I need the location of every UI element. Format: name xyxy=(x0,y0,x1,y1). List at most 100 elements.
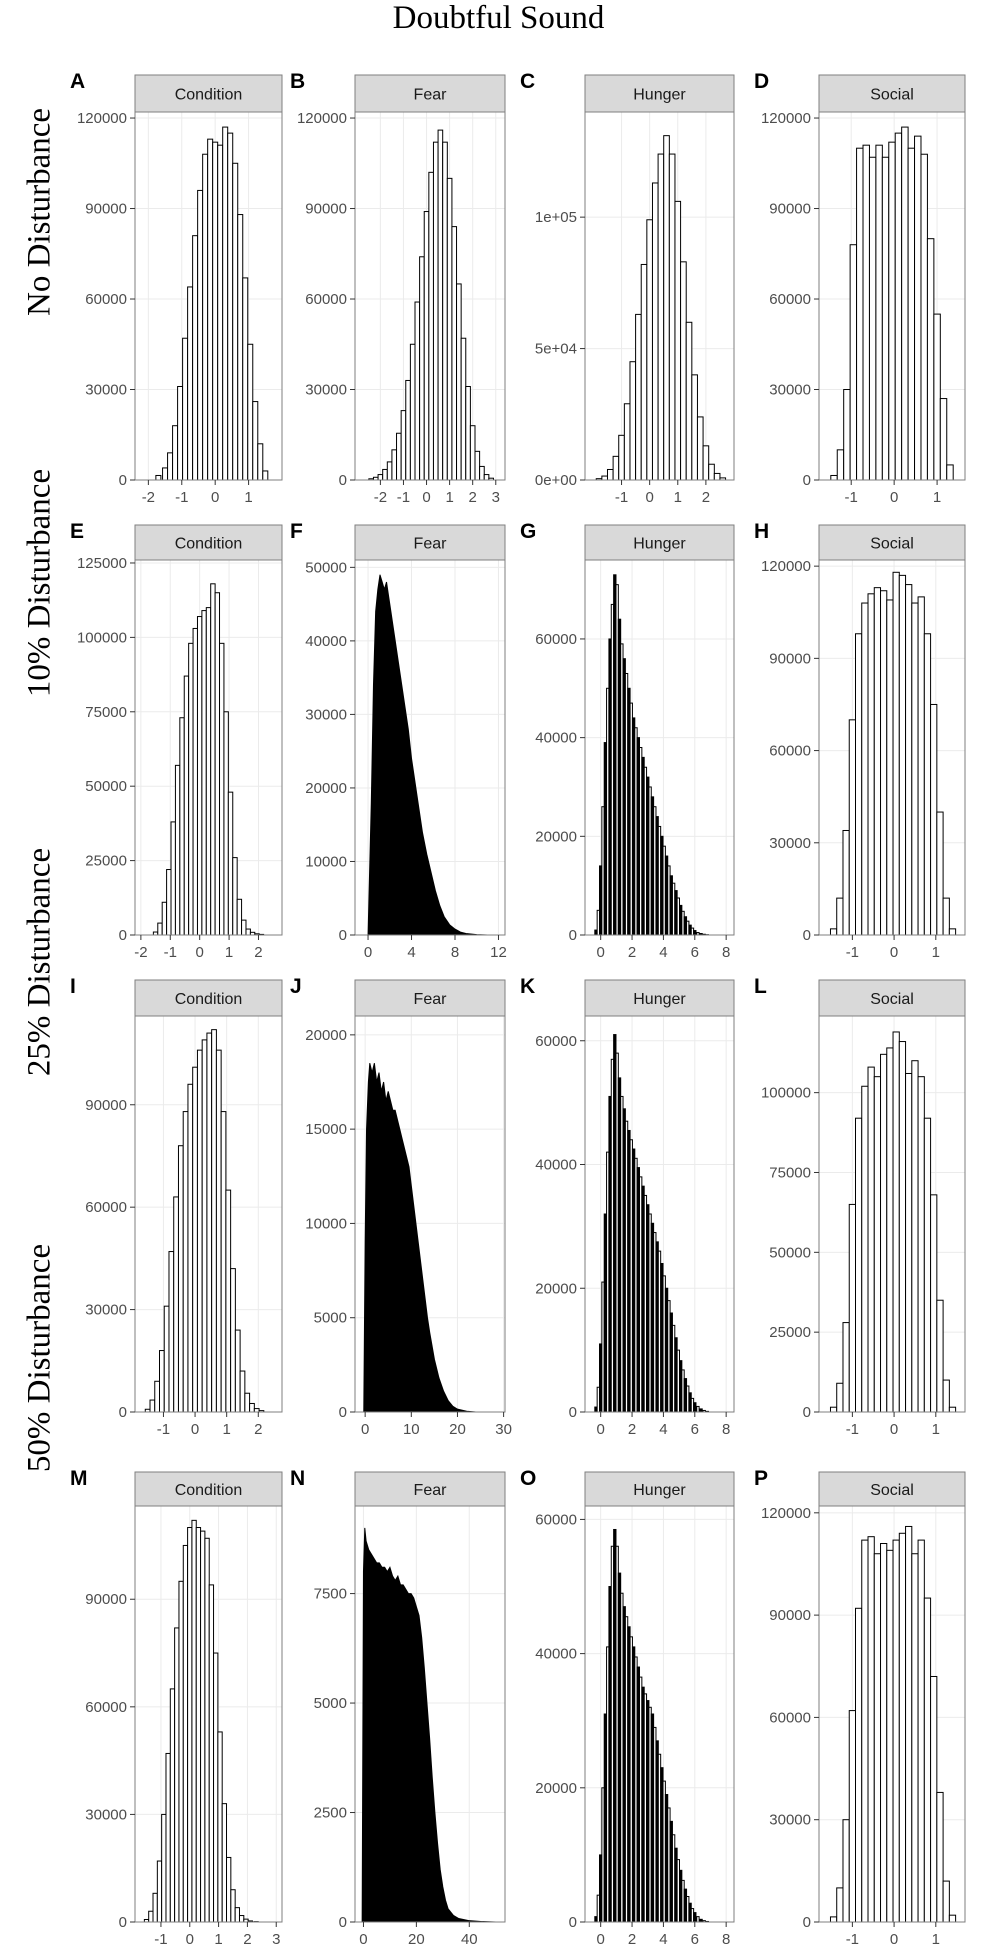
panel-border xyxy=(134,1015,283,1413)
facet-strip-label: Social xyxy=(870,87,914,104)
histogram-bar xyxy=(708,463,715,481)
histogram-bar xyxy=(862,144,870,481)
x-tick-label: 2 xyxy=(628,944,636,961)
histogram-bar xyxy=(155,474,162,481)
histogram-bar xyxy=(702,445,710,481)
histogram-bar xyxy=(946,464,954,481)
histogram-bar xyxy=(382,468,388,481)
y-tick-label: 50000 xyxy=(305,559,347,576)
panel-border xyxy=(584,111,735,481)
histogram-bar xyxy=(861,1085,869,1413)
histogram-bar xyxy=(226,1856,232,1923)
histogram-bar xyxy=(225,1189,232,1413)
histogram-bar xyxy=(911,1553,919,1923)
x-tick-label: 1 xyxy=(223,1421,231,1438)
histogram-bar xyxy=(208,1584,215,1923)
panel-letter: N xyxy=(290,1467,305,1490)
facet-strip-label: Condition xyxy=(175,87,243,104)
y-tick-label: 0 xyxy=(803,927,811,944)
histogram-bar xyxy=(651,182,659,481)
histogram-bar xyxy=(172,425,179,481)
histogram-bar xyxy=(474,450,481,481)
y-tick-label: 120000 xyxy=(77,110,127,127)
histogram-bar xyxy=(182,1544,189,1923)
histogram-bar xyxy=(253,1408,260,1413)
facet-strip xyxy=(818,1471,966,1507)
histogram-bar xyxy=(154,1380,161,1413)
histogram-bar xyxy=(177,1145,184,1413)
panel-a: A Condition 0 30000 60000 90000 120000 -2 -1 0 1 xyxy=(70,70,283,506)
histogram-bar xyxy=(873,1553,882,1923)
x-tick-label: 4 xyxy=(407,944,415,961)
histogram-bar xyxy=(202,153,209,481)
histogram-bar xyxy=(917,1539,925,1923)
panel-f: F Fear 0 10000 20000 30000 40000 50000 0 4 8 12 xyxy=(290,520,507,961)
histogram-bar xyxy=(165,1752,171,1923)
histogram-bar xyxy=(192,1066,198,1413)
histogram-bar xyxy=(663,135,670,481)
y-tick-label: 0 xyxy=(569,1914,577,1931)
histogram-bar xyxy=(210,583,216,936)
histogram-bar xyxy=(930,1194,938,1413)
panel-letter: P xyxy=(754,1467,768,1490)
histogram-bar xyxy=(179,717,185,936)
histogram-bar xyxy=(230,1889,236,1923)
histogram-bar xyxy=(227,791,234,936)
histogram-bar xyxy=(168,1251,175,1413)
y-tick-label: 50000 xyxy=(85,778,127,795)
histogram-bar xyxy=(867,1536,875,1923)
histogram-bar xyxy=(646,219,653,481)
histogram-bar xyxy=(206,1032,213,1413)
histogram-bar xyxy=(680,261,687,481)
histogram-bar xyxy=(911,602,919,936)
panel-o: O Hunger 0 20000 40000 60000 0 2 4 6 8 xyxy=(520,1467,735,1948)
histogram-bar xyxy=(200,1530,206,1923)
panel-d: D Social 0 30000 60000 90000 120000 -1 0 1 xyxy=(754,70,966,506)
histogram-bar xyxy=(848,1203,857,1413)
facet-strip xyxy=(818,74,966,113)
panel-m: M Condition 0 30000 60000 90000 -1 0 1 2 3 xyxy=(70,1467,283,1948)
y-tick-label: 40000 xyxy=(535,730,577,747)
x-tick-label: 2 xyxy=(628,1931,636,1948)
panel-border xyxy=(818,111,966,481)
y-tick-label: 90000 xyxy=(85,1591,127,1608)
histogram-bar xyxy=(836,897,844,936)
histogram-bar xyxy=(234,1907,240,1923)
histogram-bar xyxy=(842,1322,850,1413)
histogram-bar xyxy=(685,321,693,481)
y-tick-label: 5000 xyxy=(314,1310,347,1327)
x-tick-label: 8 xyxy=(722,1931,730,1948)
histogram-bar xyxy=(236,898,243,936)
histogram-bar xyxy=(182,337,189,481)
panel-border xyxy=(354,111,506,481)
panel-i: I Condition 0 30000 60000 90000 -1 0 1 2 xyxy=(70,975,283,1438)
histogram-bar xyxy=(905,1072,913,1413)
y-tick-label: 0e+00 xyxy=(535,472,577,489)
histogram-bar xyxy=(465,385,471,481)
y-tick-label: 30000 xyxy=(305,382,347,399)
histogram-bar xyxy=(829,928,838,936)
x-tick-label: -1 xyxy=(175,489,188,506)
panel-letter: G xyxy=(520,520,536,543)
x-tick-label: 0 xyxy=(359,1931,367,1948)
histogram-bar xyxy=(930,703,938,936)
histogram-bar xyxy=(188,642,194,936)
histogram-bar xyxy=(901,126,909,481)
facet-strip-label: Condition xyxy=(175,536,243,553)
y-tick-label: 0 xyxy=(803,1404,811,1421)
y-tick-label: 30000 xyxy=(769,382,811,399)
histogram-bar xyxy=(204,1537,210,1923)
facet-strip xyxy=(134,979,283,1017)
histogram-bar xyxy=(886,1549,894,1923)
histogram-bar xyxy=(920,153,928,481)
y-tick-label: 90000 xyxy=(769,1607,811,1624)
histogram-bar xyxy=(696,416,704,481)
facet-strip xyxy=(584,74,735,113)
histogram-bar xyxy=(437,129,444,481)
histogram-bar xyxy=(161,901,168,936)
panel-letter: A xyxy=(70,70,85,93)
histogram-bar xyxy=(657,153,665,481)
histogram-bar xyxy=(414,301,421,481)
y-tick-label: 90000 xyxy=(85,1097,127,1114)
y-tick-label: 0 xyxy=(119,1404,127,1421)
